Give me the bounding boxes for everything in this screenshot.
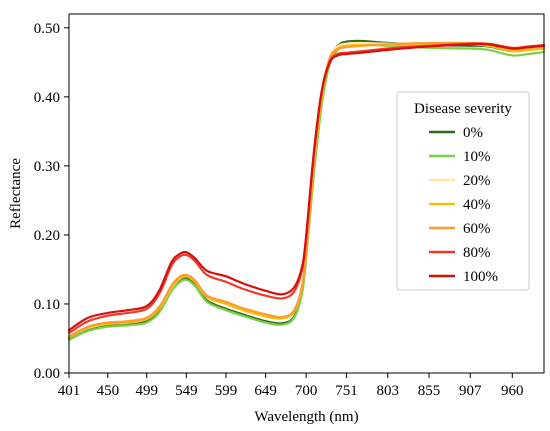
x-tick-label: 907 xyxy=(459,383,482,399)
x-tick-label: 649 xyxy=(254,383,277,399)
y-tick-label: 0.00 xyxy=(34,366,60,382)
y-axis: 0.00 0.10 0.20 0.30 0.40 0.50 xyxy=(34,21,69,382)
series-line-10pct xyxy=(67,43,546,341)
y-tick-label: 0.40 xyxy=(34,90,60,106)
legend-items: 0% 10% 20% 40% 60% 80% 100% xyxy=(429,125,498,285)
legend-label: 60% xyxy=(463,221,491,237)
y-tick-label: 0.30 xyxy=(34,159,60,175)
series-layer xyxy=(67,39,546,341)
y-tick-label: 0.20 xyxy=(34,228,60,244)
legend-label: 20% xyxy=(463,173,491,189)
y-tick-label: 0.50 xyxy=(34,21,60,37)
legend-label: 80% xyxy=(463,245,491,261)
x-tick-label: 803 xyxy=(377,383,400,399)
legend: Disease severity 0% 10% 20% 40% 60% 80% 100% xyxy=(396,91,530,291)
x-tick-label: 960 xyxy=(501,383,524,399)
legend-title: Disease severity xyxy=(414,101,512,117)
x-tick-label: 855 xyxy=(418,383,441,399)
x-axis: 401 450 499 549 599 649 700 751 803 855 907 960 xyxy=(58,373,524,399)
x-tick-label: 700 xyxy=(295,383,318,399)
x-tick-label: 499 xyxy=(135,383,158,399)
x-tick-label: 450 xyxy=(97,383,120,399)
x-tick-label: 401 xyxy=(58,383,81,399)
legend-label: 10% xyxy=(463,149,491,165)
x-axis-label: Wavelength (nm) xyxy=(254,409,358,425)
legend-label: 0% xyxy=(463,125,483,141)
x-tick-label: 599 xyxy=(215,383,238,399)
legend-label: 100% xyxy=(463,269,498,285)
y-tick-label: 0.10 xyxy=(34,297,60,313)
y-axis-label: Reflectance xyxy=(8,158,24,229)
series-line-60pct xyxy=(67,41,546,338)
x-tick-label: 549 xyxy=(175,383,198,399)
legend-box xyxy=(396,91,530,291)
x-tick-label: 751 xyxy=(335,383,358,399)
series-line-100pct xyxy=(67,42,546,332)
legend-label: 40% xyxy=(463,197,491,213)
